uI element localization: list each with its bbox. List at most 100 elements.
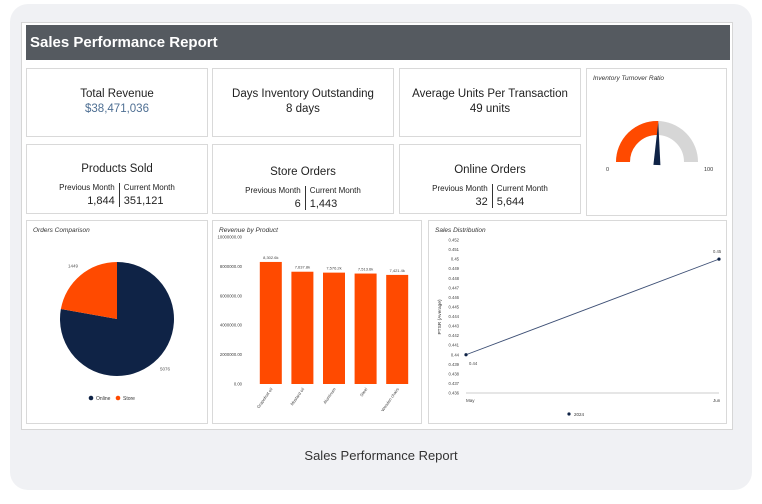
legend-label-online: Online [96, 396, 111, 402]
legend-label-2024: 2024 [574, 412, 585, 417]
y-tick-label: 0.448 [449, 276, 460, 281]
products-sold-label: Products Sold [81, 163, 153, 175]
x-tick-label: Aluminum [322, 386, 337, 405]
gauge-chart: 0 100 [606, 121, 713, 173]
bar-2 [291, 271, 314, 384]
store-orders-label: Store Orders [270, 166, 336, 178]
online-orders-prev-value: 32 [475, 196, 488, 208]
y-tick-label: 10000000.00 [218, 235, 243, 240]
total-revenue-value: $38,471,036 [85, 103, 149, 115]
online-orders-card: Online Orders Previous Month 32 Current M… [399, 144, 581, 214]
y-tick-label: 0.443 [449, 324, 460, 329]
store-orders-curr-value: 1,443 [309, 198, 338, 210]
online-orders-curr-value: 5,644 [496, 196, 525, 208]
pie-title: Orders Comparison [33, 227, 90, 234]
pie-chart: 5076 1449 Online Store [59, 262, 175, 402]
store-orders-curr-label: Current Month [309, 186, 361, 195]
data-point [464, 353, 468, 357]
online-orders-prev-label: Previous Month [432, 184, 488, 193]
avg-units-value: 49 units [469, 103, 511, 115]
line-chart: 0.452 0.451 0.45 0.449 0.448 0.447 0.446 0.445 0… [437, 238, 722, 418]
store-orders-card: Store Orders Previous Month 6 Current Mon… [212, 144, 394, 214]
y-tick-label: 0.438 [449, 371, 460, 376]
point-data-label: 0.45 [713, 249, 722, 254]
days-inventory-label: Days Inventory Outstanding [232, 88, 374, 100]
x-tick-label: Mustard oil [289, 387, 305, 407]
online-orders-comparison: Previous Month 32 Current Month 5,644 [400, 184, 580, 208]
sales-distribution-card: Sales Distribution 0.452 0.451 0.45 0.449 0.… [428, 220, 727, 424]
legend-marker-2024 [567, 412, 571, 416]
y-tick-label: 0.44 [451, 352, 460, 357]
pie-data-label: 1449 [68, 264, 79, 269]
pie-slice-store [60, 262, 117, 319]
x-tick-label: Grapefruit oil [256, 387, 274, 410]
bar-3 [323, 272, 345, 384]
y-tick-label: 0.439 [449, 362, 460, 367]
products-sold-prev-value: 1,844 [87, 195, 115, 207]
x-tick-label: May [466, 398, 475, 403]
gauge-max-label: 100 [704, 167, 713, 173]
y-tick-label: 0.445 [449, 304, 460, 309]
bar-data-label: 7,576.2k [326, 266, 341, 271]
y-tick-label: 0.436 [449, 391, 460, 396]
bar-data-label: 8,302.6k [263, 255, 278, 260]
y-tick-label: 0.452 [449, 238, 460, 243]
avg-units-card: Average Units Per Transaction 49 units [399, 68, 581, 137]
series-line-2024 [465, 258, 720, 356]
x-tick-label: Steel [359, 387, 369, 398]
days-inventory-value: 8 days [286, 103, 320, 115]
report-title: Sales Performance Report [26, 25, 730, 60]
pie-data-label: 5076 [160, 366, 171, 371]
gauge-title: Inventory Turnover Ratio [593, 75, 665, 82]
store-orders-comparison: Previous Month 6 Current Month 1,443 [213, 186, 393, 210]
online-orders-label: Online Orders [454, 164, 526, 176]
y-tick-label: 0.437 [449, 381, 460, 386]
x-tick-label: Jun [713, 398, 721, 403]
total-revenue-card: Total Revenue $38,471,036 [26, 68, 208, 137]
y-tick-label: 6000000.00 [220, 293, 243, 298]
days-inventory-card: Days Inventory Outstanding 8 days [212, 68, 394, 137]
total-revenue-label: Total Revenue [80, 88, 154, 100]
legend-marker-online [88, 395, 94, 401]
bar-chart: 10000000.00 8000000.00 6000000.00 4000000.0… [218, 235, 409, 413]
products-sold-curr-value: 351,121 [123, 195, 164, 207]
y-tick-label: 8000000.00 [220, 264, 243, 269]
bar-5 [386, 274, 409, 384]
y-tick-label: 0.45 [451, 257, 460, 262]
data-point [717, 257, 721, 261]
bar-title: Revenue by Product [219, 227, 278, 234]
products-sold-comparison: Previous Month 1,844 Current Month 351,121 [27, 183, 207, 207]
y-tick-label: 0.442 [449, 333, 460, 338]
point-data-label: 0.44 [469, 361, 478, 366]
gauge-min-label: 0 [606, 167, 609, 173]
inventory-turnover-card: Inventory Turnover Ratio 0 100 [586, 68, 727, 216]
bar-data-label: 7,421.4k [390, 268, 405, 273]
revenue-by-product-card: Revenue by Product 10000000.00 8000000.00… [212, 220, 422, 424]
x-tick-label: Wooden chairs [380, 387, 400, 413]
avg-units-label: Average Units Per Transaction [412, 88, 568, 100]
gauge-fill [616, 121, 659, 163]
products-sold-card: Products Sold Previous Month 1,844 Curren… [26, 144, 208, 214]
bar-1 [259, 261, 282, 384]
bar-4 [354, 273, 377, 384]
y-tick-label: 0.449 [449, 266, 460, 271]
bar-data-label: 7,637.8k [295, 265, 310, 270]
y-tick-label: 4000000.00 [220, 323, 243, 328]
store-orders-prev-label: Previous Month [245, 186, 301, 195]
y-tick-label: 0.444 [449, 314, 460, 319]
dashboard: Sales Performance Report Total Revenue $… [21, 22, 733, 430]
y-tick-label: 0.00 [234, 382, 243, 387]
y-tick-label: 0.451 [449, 247, 460, 252]
page-caption: Sales Performance Report [304, 448, 458, 463]
y-tick-label: 0.447 [449, 285, 460, 290]
y-axis-title: PTSR (Average) [437, 299, 443, 335]
products-sold-prev-label: Previous Month [59, 183, 115, 192]
line-title: Sales Distribution [435, 227, 486, 234]
online-orders-curr-label: Current Month [496, 184, 548, 193]
legend-marker-store [115, 395, 121, 401]
y-tick-label: 2000000.00 [220, 352, 243, 357]
bar-data-label: 7,513.6k [358, 267, 373, 272]
y-tick-label: 0.441 [449, 343, 460, 348]
gauge-needle [653, 122, 661, 166]
y-tick-label: 0.446 [449, 295, 460, 300]
